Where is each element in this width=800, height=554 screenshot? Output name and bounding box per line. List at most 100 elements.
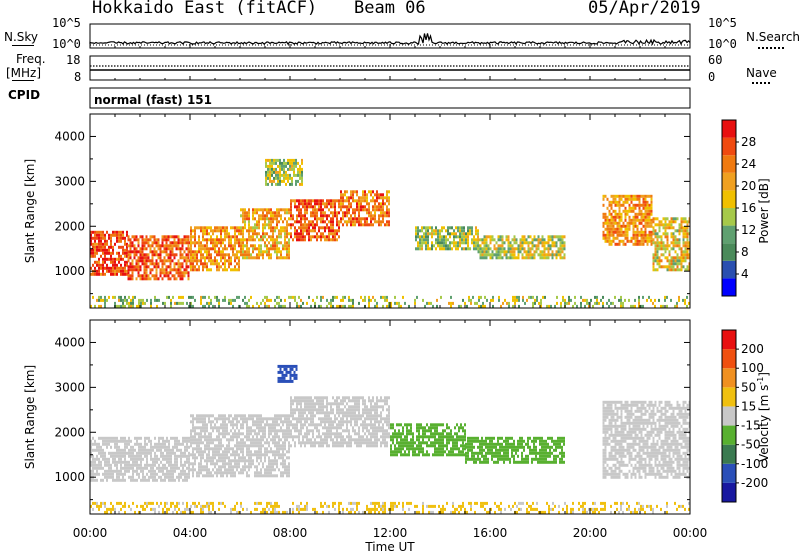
heatmap-cell [274,417,276,421]
heatmap-cell [106,230,108,234]
heatmap-cell [172,469,174,473]
heatmap-cell [198,453,200,457]
heatmap-cell [212,247,214,251]
heatmap-cell [94,239,96,243]
heatmap-cell [334,295,336,299]
heatmap-cell [180,301,182,305]
heatmap-cell [332,202,334,206]
heatmap-cell [236,420,238,424]
heatmap-cell [330,438,332,442]
heatmap-cell [664,265,667,269]
heatmap-cell [216,438,218,442]
heatmap-cell [268,474,270,478]
heatmap-cell [644,224,647,228]
heatmap-cell [153,274,156,278]
heatmap-cell [680,217,683,221]
heatmap-cell [310,199,312,203]
heatmap-cell [382,205,384,209]
heatmap-cell [390,301,392,305]
heatmap-cell [137,256,140,260]
heatmap-cell [276,435,278,439]
heatmap-cell [312,402,314,406]
heatmap-cell [170,301,172,305]
heatmap-cell [124,469,126,473]
heatmap-cell [171,235,174,239]
heatmap-cell [266,217,268,221]
heatmap-cell [162,436,164,440]
heatmap-cell [380,193,382,197]
heatmap-cell [92,469,94,473]
heatmap-cell [525,256,528,260]
heatmap-cell [384,223,386,227]
heatmap-cell [177,244,180,248]
heatmap-cell [150,445,152,449]
heatmap-cell [90,460,92,464]
heatmap-cell [268,223,270,227]
heatmap-cell [167,244,170,248]
heatmap-cell [561,244,564,248]
nsky-trace [89,33,691,46]
heatmap-cell [242,256,244,260]
heatmap-cell [187,247,190,251]
heatmap-cell [94,272,96,276]
heatmap-cell [356,190,358,194]
heatmap-cell [348,304,350,308]
heatmap-cell [216,429,218,433]
heatmap-cell [646,233,649,237]
heatmap-cell [212,459,214,463]
heatmap-cell [658,262,661,266]
heatmap-cell [336,232,338,236]
heatmap-cell [170,472,172,476]
heatmap-cell [670,235,673,239]
heatmap-cell [204,432,206,436]
heatmap-cell [352,190,354,194]
heatmap-cell [280,420,282,424]
heatmap-cell [302,199,304,203]
heatmap-cell [354,402,356,406]
heatmap-cell [238,414,240,418]
heatmap-cell [352,438,354,442]
heatmap-cell [380,208,382,212]
heatmap-cell [236,435,238,439]
heatmap-cell [652,229,655,233]
heatmap-cell [185,247,188,251]
heatmap-cell [232,244,234,248]
heatmap-cell [549,238,552,242]
heatmap-cell [630,194,633,198]
heatmap-cell [177,241,180,245]
heatmap-cell [172,451,174,455]
heatmap-cell [275,173,277,177]
heatmap-cell [163,235,166,239]
heatmap-cell [246,429,248,433]
heatmap-cell [682,259,685,263]
heatmap-cell [266,474,268,478]
heatmap-cell [316,238,318,242]
heatmap-cell [180,442,182,446]
heatmap-cell [439,238,441,242]
heatmap-cell [192,265,194,269]
heatmap-cell [301,176,303,180]
heatmap-cell [660,259,663,263]
heatmap-cell [564,298,566,302]
heatmap-cell [222,226,224,230]
heatmap-cell [264,474,266,478]
heatmap-cell [608,236,611,240]
heatmap-cell [314,214,316,218]
heatmap-cell [166,472,168,476]
heatmap-cell [668,262,671,266]
heatmap-cell [100,239,102,243]
heatmap-cell [114,263,116,267]
heatmap-cell [666,256,669,260]
heatmap-cell [138,454,140,458]
heatmap-cell [242,235,244,239]
heatmap-cell [172,445,174,449]
heatmap-cell [272,474,274,478]
heatmap-cell [632,304,634,308]
heatmap-cell [298,438,300,442]
heatmap-cell [664,232,667,236]
heatmap-cell [147,259,150,263]
heatmap-cell [286,468,288,472]
heatmap-cell [268,465,270,469]
heatmap-cell [246,435,248,439]
heatmap-cell [356,205,358,209]
